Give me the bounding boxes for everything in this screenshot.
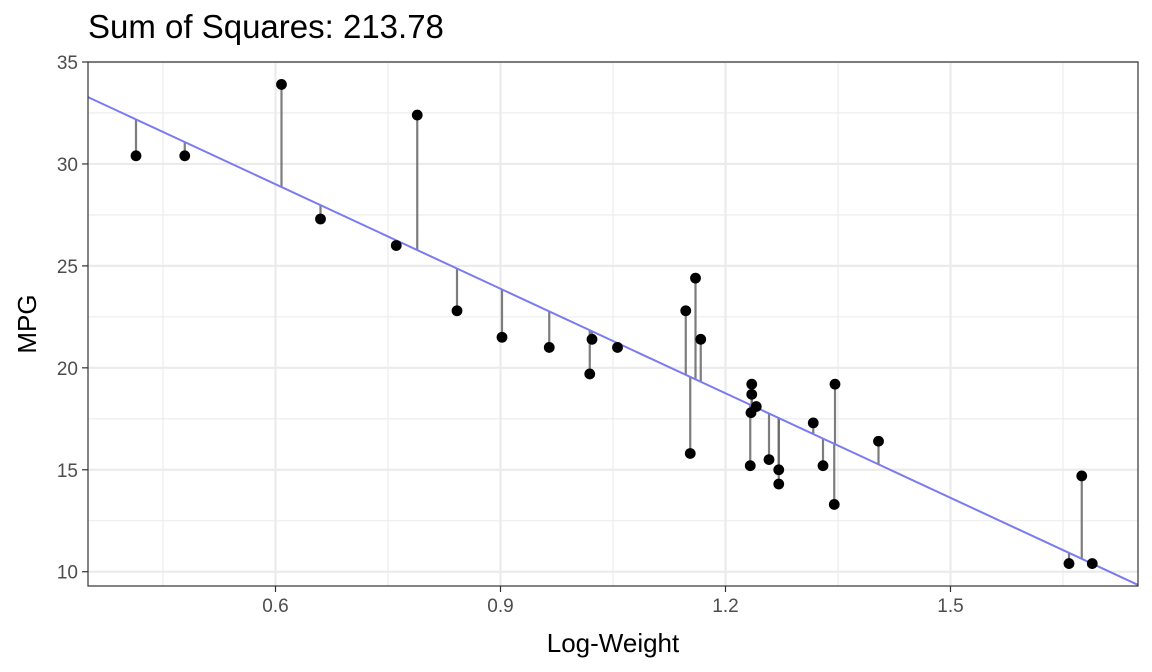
y-tick-label: 25	[57, 257, 78, 278]
data-point	[411, 109, 423, 121]
data-point	[690, 272, 701, 284]
y-tick-label: 20	[57, 359, 78, 380]
data-point	[829, 378, 841, 390]
data-point	[586, 333, 598, 345]
y-axis-title: MPG	[12, 294, 42, 353]
data-point	[873, 435, 884, 447]
data-point	[315, 213, 326, 225]
residual-segments	[134, 84, 1094, 564]
grid-lines	[88, 60, 1138, 586]
y-tick-label: 30	[57, 155, 78, 176]
regression-line-layer	[87, 96, 1139, 586]
data-point	[695, 333, 707, 345]
data-point	[684, 448, 696, 459]
data-point	[817, 460, 829, 472]
x-axis-title: Log-Weight	[547, 628, 680, 658]
data-point	[390, 240, 402, 251]
x-tick-label: 0.9	[487, 596, 513, 617]
chart-title: Sum of Squares: 213.78	[88, 8, 444, 45]
data-point	[612, 342, 623, 353]
panel-border	[87, 61, 1139, 587]
y-tick-label: 35	[57, 53, 78, 74]
data-point	[680, 305, 692, 317]
data-point	[746, 388, 758, 400]
data-point	[746, 378, 758, 390]
x-tick-label: 1.5	[937, 596, 963, 617]
data-points	[130, 79, 1098, 569]
data-point	[1076, 470, 1088, 482]
x-tick-label: 1.2	[712, 596, 738, 617]
data-point	[828, 499, 840, 510]
data-point	[807, 417, 819, 429]
data-point	[773, 464, 785, 476]
regression-line	[87, 96, 1139, 586]
data-point	[451, 305, 463, 317]
data-point	[543, 342, 555, 353]
axis-ticks: 0.6 0.9 1.2 1.5 10 15 20 25 30 35	[57, 53, 964, 617]
data-point	[1063, 558, 1075, 569]
data-point	[584, 368, 596, 380]
data-point	[276, 79, 287, 90]
x-tick-label: 0.6	[262, 596, 288, 617]
y-tick-label: 10	[57, 563, 78, 584]
data-point	[179, 150, 191, 162]
data-point	[130, 150, 142, 162]
data-point	[744, 460, 756, 472]
data-point	[763, 454, 775, 465]
data-point	[773, 478, 785, 490]
y-tick-label: 15	[57, 461, 78, 482]
data-point	[750, 401, 762, 412]
data-point	[1086, 558, 1098, 569]
data-point	[496, 331, 508, 343]
